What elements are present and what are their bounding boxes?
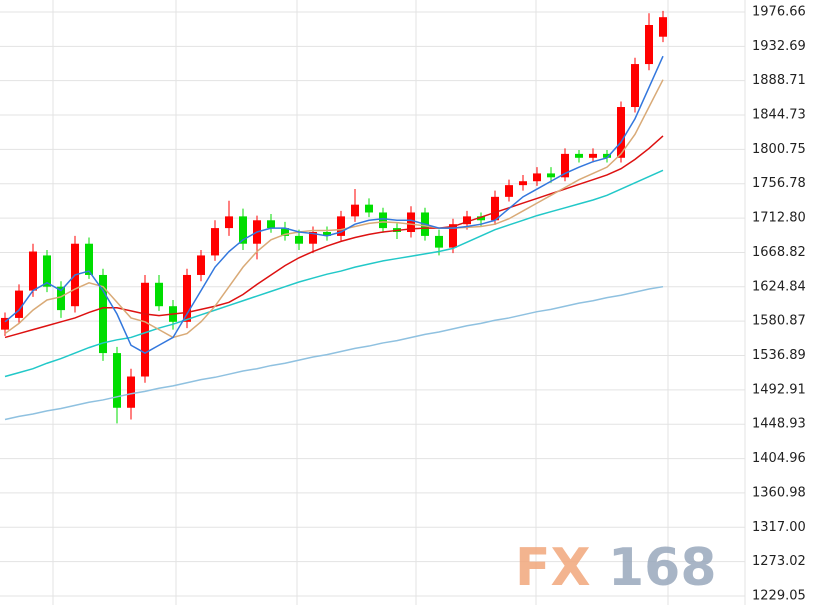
candle-body <box>211 228 219 256</box>
y-tick-label: 1712.80 <box>752 211 806 226</box>
candle-body <box>365 204 373 213</box>
candle-body <box>491 196 499 221</box>
y-tick-label: 1580.87 <box>752 314 806 329</box>
candle-body <box>99 274 107 354</box>
y-tick-label: 1624.84 <box>752 279 806 294</box>
candle-body <box>29 251 37 291</box>
moving-average-line <box>4 135 664 339</box>
moving-average-line <box>4 55 664 354</box>
y-tick-label: 1668.82 <box>752 245 806 260</box>
candle-body <box>15 290 23 318</box>
candle-body <box>197 255 205 275</box>
candle-body <box>113 353 121 408</box>
y-tick-label: 1360.98 <box>752 485 806 500</box>
candle-body <box>225 216 233 229</box>
y-tick-label: 1273.02 <box>752 554 806 569</box>
candle-body <box>57 286 65 311</box>
vertical-grid <box>52 0 746 605</box>
y-tick-label: 1229.05 <box>752 588 806 603</box>
y-tick-label: 1404.96 <box>752 451 806 466</box>
candle-body <box>589 153 597 158</box>
y-tick-label: 1844.73 <box>752 108 806 123</box>
candle-body <box>561 153 569 178</box>
y-tick-label: 1932.69 <box>752 39 806 54</box>
moving-average-line <box>4 79 664 339</box>
candle-body <box>309 232 317 244</box>
candle-body <box>603 153 611 158</box>
y-tick-label: 1888.71 <box>752 73 806 88</box>
moving-average-line <box>4 169 664 378</box>
candle-body <box>127 376 135 408</box>
candle-body <box>183 274 191 322</box>
y-tick-label: 1800.75 <box>752 142 806 157</box>
y-tick-label: 1317.00 <box>752 520 806 535</box>
candle-body <box>631 64 639 108</box>
candle-body <box>141 282 149 377</box>
candle-body <box>43 255 51 287</box>
candle-body <box>575 153 583 158</box>
candle-body <box>547 173 555 178</box>
candle-body <box>379 212 387 229</box>
candle-body <box>659 17 667 37</box>
candle-body <box>239 216 247 244</box>
candle-body <box>281 228 289 236</box>
candle-body <box>617 107 625 158</box>
candle-body <box>1 317 9 330</box>
y-tick-label: 1492.91 <box>752 382 806 397</box>
moving-average-line <box>4 285 664 421</box>
y-tick-label: 1976.66 <box>752 4 806 19</box>
y-tick-label: 1756.78 <box>752 176 806 191</box>
candle-body <box>351 204 359 217</box>
candle-body <box>505 185 513 197</box>
candle-body <box>337 216 345 236</box>
candle-body <box>533 173 541 182</box>
candle-body <box>155 282 163 307</box>
candle-body <box>267 220 275 229</box>
candle-body <box>407 212 415 233</box>
candle-body <box>519 181 527 186</box>
candle-body <box>463 216 471 225</box>
candle-body <box>645 24 653 65</box>
watermark: 168 <box>608 538 717 598</box>
candle-body <box>435 235 443 248</box>
candle-body <box>449 224 457 248</box>
y-tick-label: 1536.89 <box>752 348 806 363</box>
candle-body <box>85 243 93 275</box>
candle-body <box>477 216 485 221</box>
candle-body <box>323 232 331 236</box>
watermark: FX <box>515 538 591 598</box>
y-tick-label: 1448.93 <box>752 417 806 432</box>
candle-body <box>295 235 303 244</box>
